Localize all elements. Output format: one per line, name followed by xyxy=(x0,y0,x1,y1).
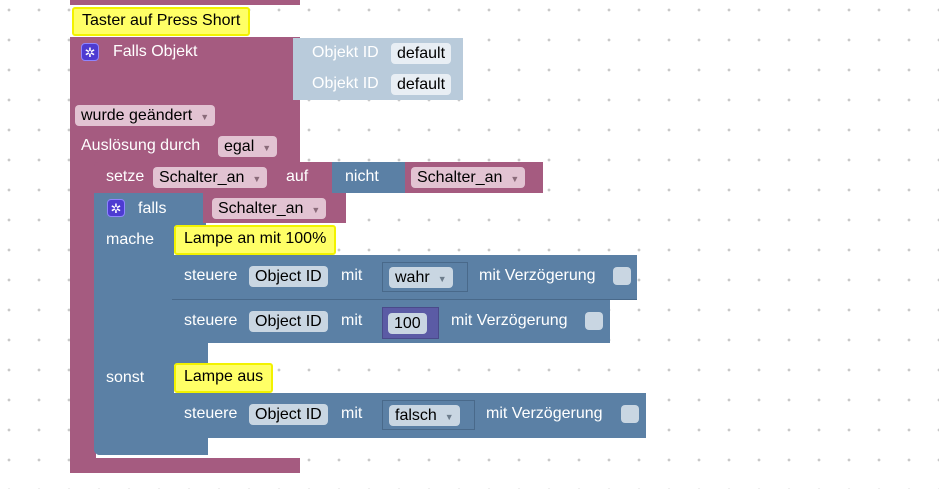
dropdown-arrow-icon: ▼ xyxy=(252,174,262,184)
number-field[interactable]: 100 xyxy=(388,313,427,334)
dropdown-arrow-icon: ▼ xyxy=(437,274,447,284)
gear-icon[interactable]: ✲ xyxy=(107,199,125,217)
variable-get-block[interactable]: Schalter_an ▼ xyxy=(405,162,543,193)
delay-label: mit Verzögerung xyxy=(479,267,596,284)
set-label: setze xyxy=(106,168,145,185)
object-id-field[interactable]: Object ID xyxy=(249,404,328,425)
boolean-value: wahr xyxy=(395,269,430,286)
logic-boolean-block[interactable]: wahr ▼ xyxy=(382,262,468,292)
delay-label: mit Verzögerung xyxy=(451,312,568,329)
condition-variable-dropdown[interactable]: Schalter_an ▼ xyxy=(212,198,327,219)
control-label: steuere xyxy=(184,312,238,329)
variable-name: Schalter_an xyxy=(218,200,304,217)
else-label: sonst xyxy=(106,369,145,386)
variable-name: Schalter_an xyxy=(159,169,245,186)
object-id-label: Objekt ID xyxy=(312,44,379,61)
gear-icon[interactable]: ✲ xyxy=(81,43,99,61)
to-label: auf xyxy=(286,168,309,185)
condition-variable-block[interactable]: Schalter_an ▼ xyxy=(203,193,346,223)
number-block[interactable]: 100 xyxy=(382,307,439,339)
control-label: steuere xyxy=(184,405,238,422)
with-label: mit xyxy=(341,405,363,422)
dropdown-arrow-icon: ▼ xyxy=(311,205,321,215)
object-id-field[interactable]: Object ID xyxy=(249,266,328,287)
trigger-dropdown[interactable]: egal ▼ xyxy=(218,136,278,157)
boolean-dropdown[interactable]: wahr ▼ xyxy=(389,267,453,288)
with-label: mit xyxy=(341,312,363,329)
comment-lamp-on[interactable]: Lampe an mit 100% xyxy=(174,225,337,255)
object-id-block-2[interactable]: Objekt ID default xyxy=(293,69,463,100)
previous-block-stub[interactable] xyxy=(70,0,300,5)
logic-boolean-block[interactable]: falsch ▼ xyxy=(382,400,475,430)
boolean-dropdown[interactable]: falsch ▼ xyxy=(389,405,460,426)
delay-checkbox[interactable] xyxy=(613,267,631,285)
object-id-field[interactable]: Object ID xyxy=(249,311,328,332)
change-dropdown[interactable]: wurde geändert ▼ xyxy=(75,105,216,126)
if-label: falls xyxy=(138,200,167,217)
object-id-field[interactable]: default xyxy=(391,43,452,64)
dropdown-arrow-icon: ▼ xyxy=(262,143,272,153)
set-variable-dropdown[interactable]: Schalter_an ▼ xyxy=(153,167,268,188)
boolean-value: falsch xyxy=(395,407,437,424)
object-id-block-1[interactable]: Objekt ID default xyxy=(293,38,463,69)
object-id-field[interactable]: default xyxy=(391,74,452,95)
delay-checkbox[interactable] xyxy=(621,405,639,423)
delay-checkbox[interactable] xyxy=(585,312,603,330)
trigger-label: Falls Objekt xyxy=(113,43,198,60)
trigger-by-label: Auslösung durch xyxy=(81,137,201,154)
variable-name: Schalter_an xyxy=(417,169,503,186)
dropdown-arrow-icon: ▼ xyxy=(510,174,520,184)
comment-taster[interactable]: Taster auf Press Short xyxy=(72,7,251,36)
value-variable-dropdown[interactable]: Schalter_an ▼ xyxy=(411,167,526,188)
control-block-2[interactable]: steuere Object ID mit 100 mit Verzögerun… xyxy=(172,300,610,343)
control-block-3[interactable]: steuere Object ID mit falsch ▼ mit Verzög… xyxy=(172,393,646,438)
comment-lamp-off[interactable]: Lampe aus xyxy=(174,363,274,393)
dropdown-arrow-icon: ▼ xyxy=(444,412,454,422)
with-label: mit xyxy=(341,267,363,284)
trigger-value: egal xyxy=(224,138,255,155)
delay-label: mit Verzögerung xyxy=(486,405,603,422)
object-id-label: Objekt ID xyxy=(312,75,379,92)
set-variable-block[interactable]: setze Schalter_an ▼ auf xyxy=(94,162,334,193)
not-label: nicht xyxy=(345,168,379,185)
dropdown-arrow-icon: ▼ xyxy=(200,112,210,122)
change-value: wurde geändert xyxy=(81,107,193,124)
control-block-1[interactable]: steuere Object ID mit wahr ▼ mit Verzöger… xyxy=(172,255,637,300)
control-label: steuere xyxy=(184,267,238,284)
not-block[interactable]: nicht xyxy=(332,162,407,193)
do-label: mache xyxy=(106,231,155,248)
